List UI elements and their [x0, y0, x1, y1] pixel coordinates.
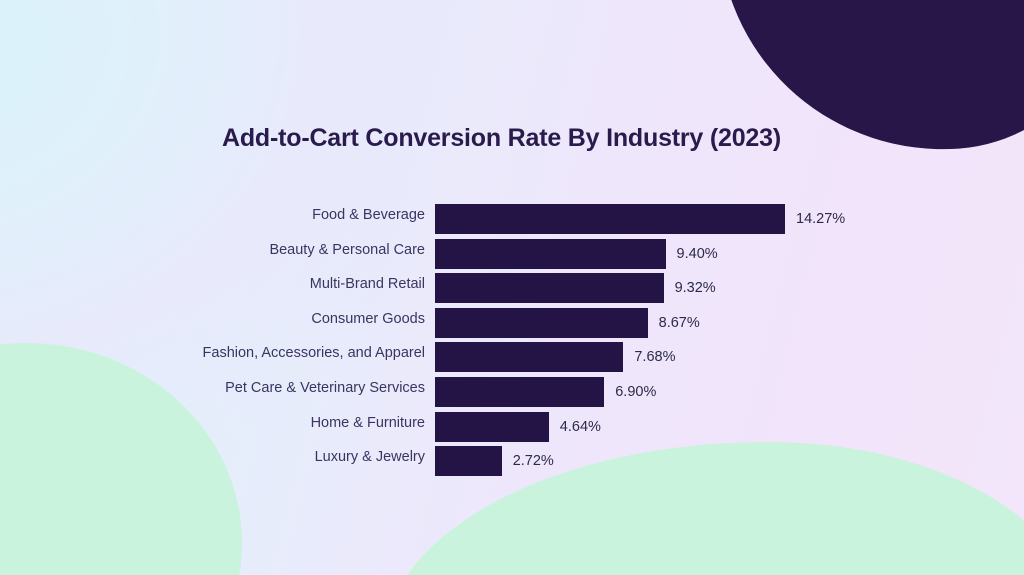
- bar-value-label: 9.32%: [674, 280, 716, 297]
- bar-track: 7.68%: [435, 342, 1024, 373]
- bar-track: 2.72%: [435, 446, 1024, 477]
- bar-value-label: 9.40%: [676, 245, 718, 262]
- bar-category-label: Luxury & Jewelry: [314, 449, 425, 466]
- bar: [435, 342, 624, 373]
- bar-row: Consumer Goods 8.67%: [0, 304, 1024, 339]
- chart-title: Add-to-Cart Conversion Rate By Industry …: [222, 124, 781, 152]
- bar: [435, 307, 648, 338]
- bar-track: 14.27%: [435, 204, 1024, 234]
- bar-chart-plot-area: Food & Beverage 14.27% Beauty & Personal C…: [0, 200, 1024, 477]
- bar: [435, 273, 664, 304]
- bar-track: 8.67%: [435, 307, 1024, 338]
- bar-category-label: Multi-Brand Retail: [309, 276, 425, 293]
- bar-row: Food & Beverage 14.27%: [0, 200, 1024, 235]
- bar-row: Fashion, Accessories, and Apparel 7.68%: [0, 338, 1024, 373]
- bar-category-label: Fashion, Accessories, and Apparel: [202, 345, 425, 362]
- bar-value-label: 6.90%: [615, 383, 657, 400]
- bar-value-label: 14.27%: [796, 211, 846, 227]
- bar-category-label: Pet Care & Veterinary Services: [225, 379, 425, 396]
- bar-value-label: 7.68%: [634, 349, 676, 366]
- bar-category-label: Beauty & Personal Care: [269, 241, 425, 258]
- bar-value-label: 2.72%: [512, 453, 554, 470]
- bar-row: Beauty & Personal Care 9.40%: [0, 235, 1024, 270]
- bar-category-label: Home & Furniture: [310, 414, 425, 431]
- bar-track: 9.40%: [435, 238, 1024, 269]
- bar: [435, 411, 549, 442]
- bar-track: 6.90%: [435, 376, 1024, 407]
- bar-row: Luxury & Jewelry 2.72%: [0, 442, 1024, 477]
- bar-value-label: 8.67%: [658, 314, 700, 331]
- bar-category-label: Food & Beverage: [312, 207, 425, 223]
- bar-row: Pet Care & Veterinary Services 6.90%: [0, 373, 1024, 408]
- bar-value-label: 4.64%: [559, 418, 601, 435]
- bar: [435, 376, 605, 407]
- bar-category-label: Consumer Goods: [311, 310, 425, 327]
- bar: [435, 204, 785, 234]
- bar: [435, 446, 502, 477]
- bar: [435, 238, 666, 269]
- bar-row: Multi-Brand Retail 9.32%: [0, 269, 1024, 304]
- bar-track: 4.64%: [435, 411, 1024, 442]
- bar-row: Home & Furniture 4.64%: [0, 408, 1024, 443]
- bar-track: 9.32%: [435, 273, 1024, 304]
